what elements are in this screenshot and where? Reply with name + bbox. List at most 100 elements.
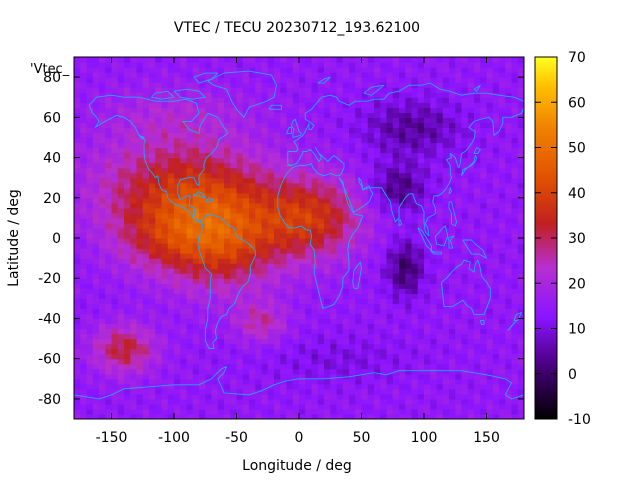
heatmap-cell (136, 132, 144, 139)
heatmap-cell (311, 388, 319, 395)
heatmap-cell (361, 388, 369, 395)
heatmap-cell (449, 308, 456, 315)
heatmap-cell (130, 207, 138, 214)
heatmap-cell (267, 212, 275, 219)
heatmap-cell (192, 92, 200, 98)
heatmap-cell (380, 238, 388, 244)
heatmap-cell (274, 122, 281, 128)
heatmap-cell (317, 413, 325, 419)
heatmap-cell (111, 67, 119, 73)
heatmap-cell (480, 248, 488, 254)
heatmap-cell (461, 77, 469, 83)
heatmap-cell (224, 323, 231, 330)
heatmap-cell (111, 202, 119, 209)
heatmap-cell (449, 122, 456, 128)
heatmap-cell (224, 413, 231, 419)
heatmap-cell (161, 222, 169, 229)
heatmap-cell (311, 82, 319, 88)
heatmap-cell (336, 248, 344, 254)
heatmap-cell (299, 338, 306, 345)
heatmap-cell (74, 222, 81, 229)
heatmap-cell (399, 353, 406, 360)
heatmap-cell (355, 288, 363, 294)
heatmap-cell (167, 248, 175, 254)
heatmap-cell (117, 398, 125, 405)
heatmap-cell (142, 328, 150, 335)
heatmap-cell (211, 288, 219, 294)
heatmap-cell (380, 142, 388, 149)
heatmap-cell (274, 157, 281, 164)
heatmap-cell (274, 82, 281, 88)
heatmap-cell (336, 132, 344, 139)
heatmap-cell (124, 157, 131, 164)
heatmap-cell (367, 112, 375, 118)
heatmap-cell (336, 102, 344, 108)
heatmap-cell (405, 212, 413, 219)
heatmap-cell (461, 227, 469, 234)
heatmap-cell (136, 323, 144, 330)
heatmap-cell (136, 157, 144, 164)
heatmap-cell (399, 268, 406, 274)
heatmap-cell (180, 258, 188, 264)
heatmap-cell (142, 157, 150, 164)
heatmap-cell (80, 273, 88, 279)
heatmap-cell (230, 368, 238, 375)
heatmap-cell (192, 338, 200, 345)
heatmap-cell (149, 248, 156, 254)
heatmap-cell (255, 243, 263, 249)
heatmap-cell (474, 72, 481, 78)
heatmap-cell (155, 222, 163, 229)
heatmap-cell (386, 243, 394, 249)
heatmap-cell (436, 303, 444, 309)
heatmap-cell (111, 117, 119, 123)
heatmap-cell (342, 77, 350, 83)
heatmap-cell (80, 222, 88, 229)
heatmap-cell (242, 303, 250, 309)
heatmap-cell (449, 238, 456, 244)
heatmap-cell (411, 348, 419, 355)
heatmap-cell (149, 293, 156, 299)
heatmap-cell (261, 363, 269, 370)
heatmap-cell (449, 328, 456, 335)
heatmap-cell (361, 248, 369, 254)
heatmap-cell (280, 383, 288, 390)
heatmap-cell (374, 117, 381, 123)
heatmap-cell (124, 227, 131, 234)
heatmap-cell (249, 248, 256, 254)
heatmap-cell (474, 343, 481, 350)
heatmap-cell (361, 142, 369, 149)
heatmap-cell (224, 107, 231, 113)
heatmap-cell (224, 278, 231, 284)
heatmap-cell (192, 268, 200, 274)
heatmap-cell (174, 77, 181, 83)
heatmap-cell (367, 248, 375, 254)
heatmap-cell (311, 248, 319, 254)
heatmap-cell (274, 162, 281, 169)
heatmap-cell (330, 373, 338, 380)
heatmap-cell (411, 318, 419, 325)
heatmap-cell (461, 202, 469, 209)
heatmap-cell (105, 318, 113, 325)
heatmap-cell (424, 298, 431, 304)
heatmap-cell (261, 283, 269, 289)
heatmap-cell (186, 92, 194, 98)
heatmap-cell (174, 222, 181, 229)
heatmap-cell (511, 152, 519, 159)
heatmap-cell (117, 132, 125, 139)
heatmap-cell (105, 232, 113, 239)
heatmap-cell (280, 97, 288, 103)
heatmap-cell (211, 268, 219, 274)
heatmap-cell (449, 358, 456, 365)
heatmap-cell (499, 298, 506, 304)
heatmap-cell (511, 338, 519, 345)
heatmap-cell (192, 238, 200, 244)
heatmap-cell (517, 172, 524, 179)
heatmap-cell (405, 162, 413, 169)
heatmap-cell (361, 82, 369, 88)
heatmap-cell (467, 368, 475, 375)
heatmap-cell (349, 157, 356, 164)
heatmap-cell (399, 253, 406, 259)
heatmap-cell (442, 373, 450, 380)
heatmap-cell (342, 117, 350, 123)
heatmap-cell (330, 102, 338, 108)
